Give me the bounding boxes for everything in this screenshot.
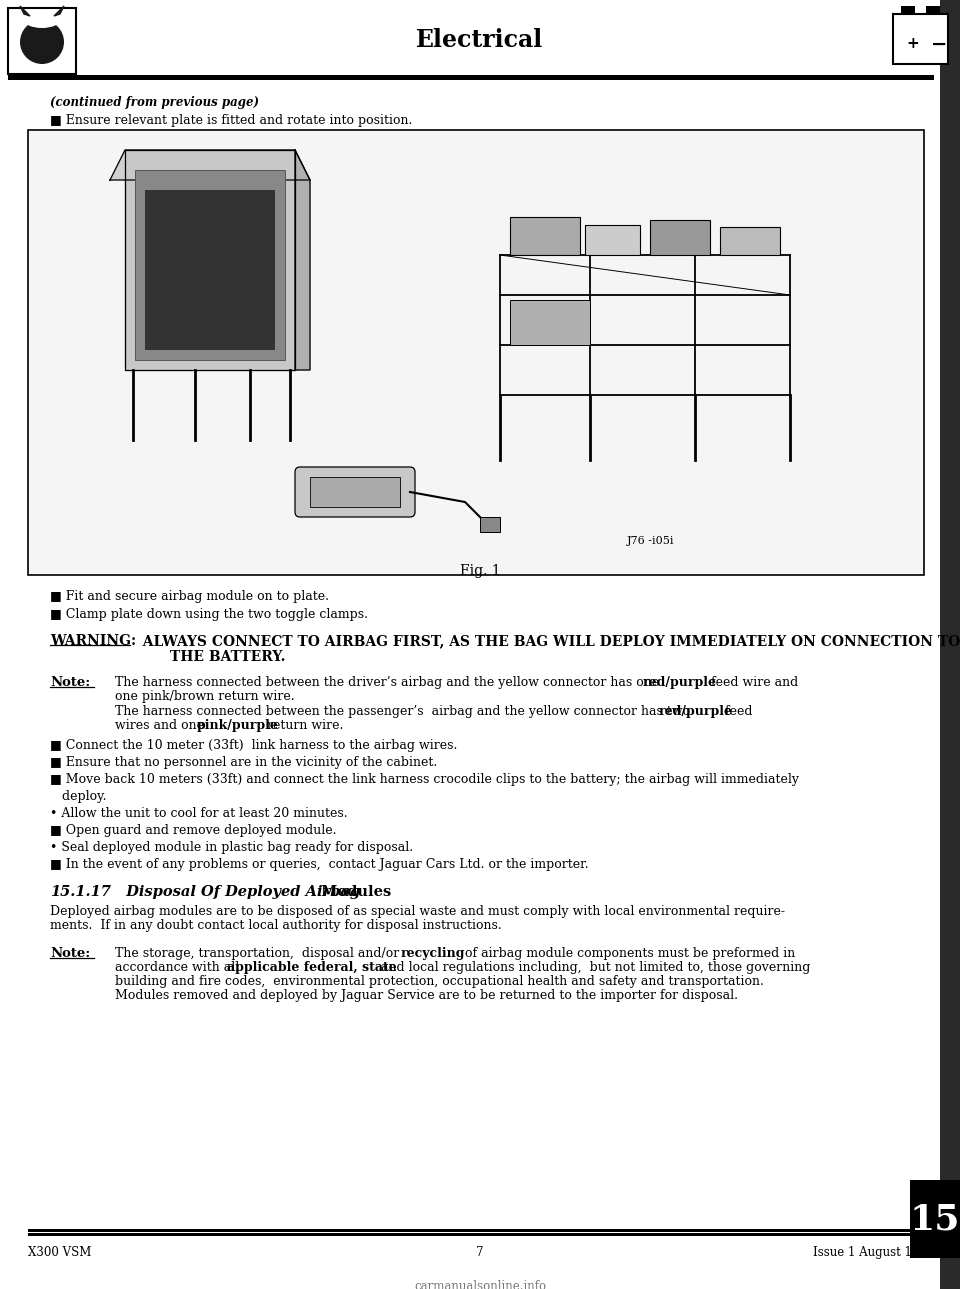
Bar xyxy=(926,6,940,14)
Text: wires and one: wires and one xyxy=(115,719,208,732)
Bar xyxy=(480,517,500,532)
Text: • Allow the unit to cool for at least 20 minutes.: • Allow the unit to cool for at least 20… xyxy=(50,807,348,820)
Bar xyxy=(585,226,640,255)
Text: feed wire and: feed wire and xyxy=(707,675,799,690)
Text: ments.  If in any doubt contact local authority for disposal instructions.: ments. If in any doubt contact local aut… xyxy=(50,919,502,932)
Text: Modules: Modules xyxy=(316,886,392,898)
Text: Electrical: Electrical xyxy=(417,28,543,52)
Text: 15.1.17: 15.1.17 xyxy=(50,886,110,898)
Text: The harness connected between the driver’s airbag and the yellow connector has o: The harness connected between the driver… xyxy=(115,675,663,690)
Text: Fig. 1: Fig. 1 xyxy=(460,565,500,577)
Text: X300 VSM: X300 VSM xyxy=(28,1246,91,1259)
Text: building and fire codes,  environmental protection, occupational health and safe: building and fire codes, environmental p… xyxy=(115,974,764,987)
Ellipse shape xyxy=(20,21,64,64)
Text: ALWAYS CONNECT TO AIRBAG FIRST, AS THE BAG WILL DEPLOY IMMEDIATELY ON CONNECTION: ALWAYS CONNECT TO AIRBAG FIRST, AS THE B… xyxy=(133,634,960,648)
Text: ■ Ensure relevant plate is fitted and rotate into position.: ■ Ensure relevant plate is fitted and ro… xyxy=(50,113,413,128)
Text: applicable federal, state: applicable federal, state xyxy=(227,962,396,974)
Polygon shape xyxy=(110,150,310,180)
Text: carmanualsonline.info: carmanualsonline.info xyxy=(414,1280,546,1289)
Text: 15: 15 xyxy=(910,1203,960,1236)
Text: WARNING:: WARNING: xyxy=(50,634,136,648)
Ellipse shape xyxy=(24,12,60,28)
Bar xyxy=(310,477,400,507)
Bar xyxy=(510,217,580,255)
Text: ■ In the event of any problems or queries,  contact Jaguar Cars Ltd. or the impo: ■ In the event of any problems or querie… xyxy=(50,858,588,871)
Bar xyxy=(28,1228,934,1232)
Text: and local regulations including,  but not limited to, those governing: and local regulations including, but not… xyxy=(377,962,810,974)
Text: Modules removed and deployed by Jaguar Service are to be returned to the importe: Modules removed and deployed by Jaguar S… xyxy=(115,989,738,1002)
FancyBboxPatch shape xyxy=(295,467,415,517)
Bar xyxy=(135,170,285,360)
Bar xyxy=(8,75,934,80)
Text: Note:: Note: xyxy=(50,675,90,690)
Text: ■ Move back 10 meters (33ft) and connect the link harness crocodile clips to the: ■ Move back 10 meters (33ft) and connect… xyxy=(50,773,799,786)
Text: deploy.: deploy. xyxy=(50,790,107,803)
Text: ■ Open guard and remove deployed module.: ■ Open guard and remove deployed module. xyxy=(50,824,337,837)
Text: pink/purple: pink/purple xyxy=(197,719,278,732)
Bar xyxy=(510,300,590,345)
Bar xyxy=(650,220,710,255)
Bar xyxy=(720,227,780,255)
Text: Issue 1 August 1994: Issue 1 August 1994 xyxy=(812,1246,934,1259)
Bar xyxy=(940,0,960,1289)
Polygon shape xyxy=(54,6,64,15)
Text: THE BATTERY.: THE BATTERY. xyxy=(170,650,285,664)
Text: accordance with all: accordance with all xyxy=(115,962,243,974)
Text: +: + xyxy=(906,36,919,52)
Text: The storage, transportation,  disposal and/or: The storage, transportation, disposal an… xyxy=(115,947,403,960)
Text: The harness connected between the passenger’s  airbag and the yellow connector h: The harness connected between the passen… xyxy=(115,705,694,718)
Bar xyxy=(28,1234,934,1236)
Text: feed: feed xyxy=(721,705,753,718)
Text: red/purple: red/purple xyxy=(643,675,717,690)
Text: • Seal deployed module in plastic bag ready for disposal.: • Seal deployed module in plastic bag re… xyxy=(50,840,413,855)
Text: 7: 7 xyxy=(476,1246,484,1259)
Text: (continued from previous page): (continued from previous page) xyxy=(50,95,259,110)
Text: −: − xyxy=(931,35,948,54)
Text: ■ Fit and secure airbag module on to plate.: ■ Fit and secure airbag module on to pla… xyxy=(50,590,329,603)
Polygon shape xyxy=(295,150,310,370)
Text: of airbag module components must be preformed in: of airbag module components must be pref… xyxy=(461,947,795,960)
Text: red/purple: red/purple xyxy=(659,705,733,718)
Text: ■ Clamp plate down using the two toggle clamps.: ■ Clamp plate down using the two toggle … xyxy=(50,608,368,621)
Bar xyxy=(901,6,915,14)
Text: one pink/brown return wire.: one pink/brown return wire. xyxy=(115,690,295,703)
Text: Note:: Note: xyxy=(50,947,90,960)
Text: recycling: recycling xyxy=(401,947,466,960)
Polygon shape xyxy=(125,150,295,370)
Bar xyxy=(893,14,948,64)
Bar xyxy=(145,189,275,351)
Text: ■ Connect the 10 meter (33ft)  link harness to the airbag wires.: ■ Connect the 10 meter (33ft) link harne… xyxy=(50,739,457,751)
Bar xyxy=(910,1179,960,1258)
Text: ■ Ensure that no personnel are in the vicinity of the cabinet.: ■ Ensure that no personnel are in the vi… xyxy=(50,757,437,770)
Bar xyxy=(8,8,76,73)
Text: Disposal Of Deployed Airbag: Disposal Of Deployed Airbag xyxy=(116,886,360,898)
Text: J76 -i05i: J76 -i05i xyxy=(627,536,675,547)
Text: return wire.: return wire. xyxy=(263,719,344,732)
Bar xyxy=(28,130,924,575)
Text: Deployed airbag modules are to be disposed of as special waste and must comply w: Deployed airbag modules are to be dispos… xyxy=(50,905,785,918)
Polygon shape xyxy=(20,6,30,15)
